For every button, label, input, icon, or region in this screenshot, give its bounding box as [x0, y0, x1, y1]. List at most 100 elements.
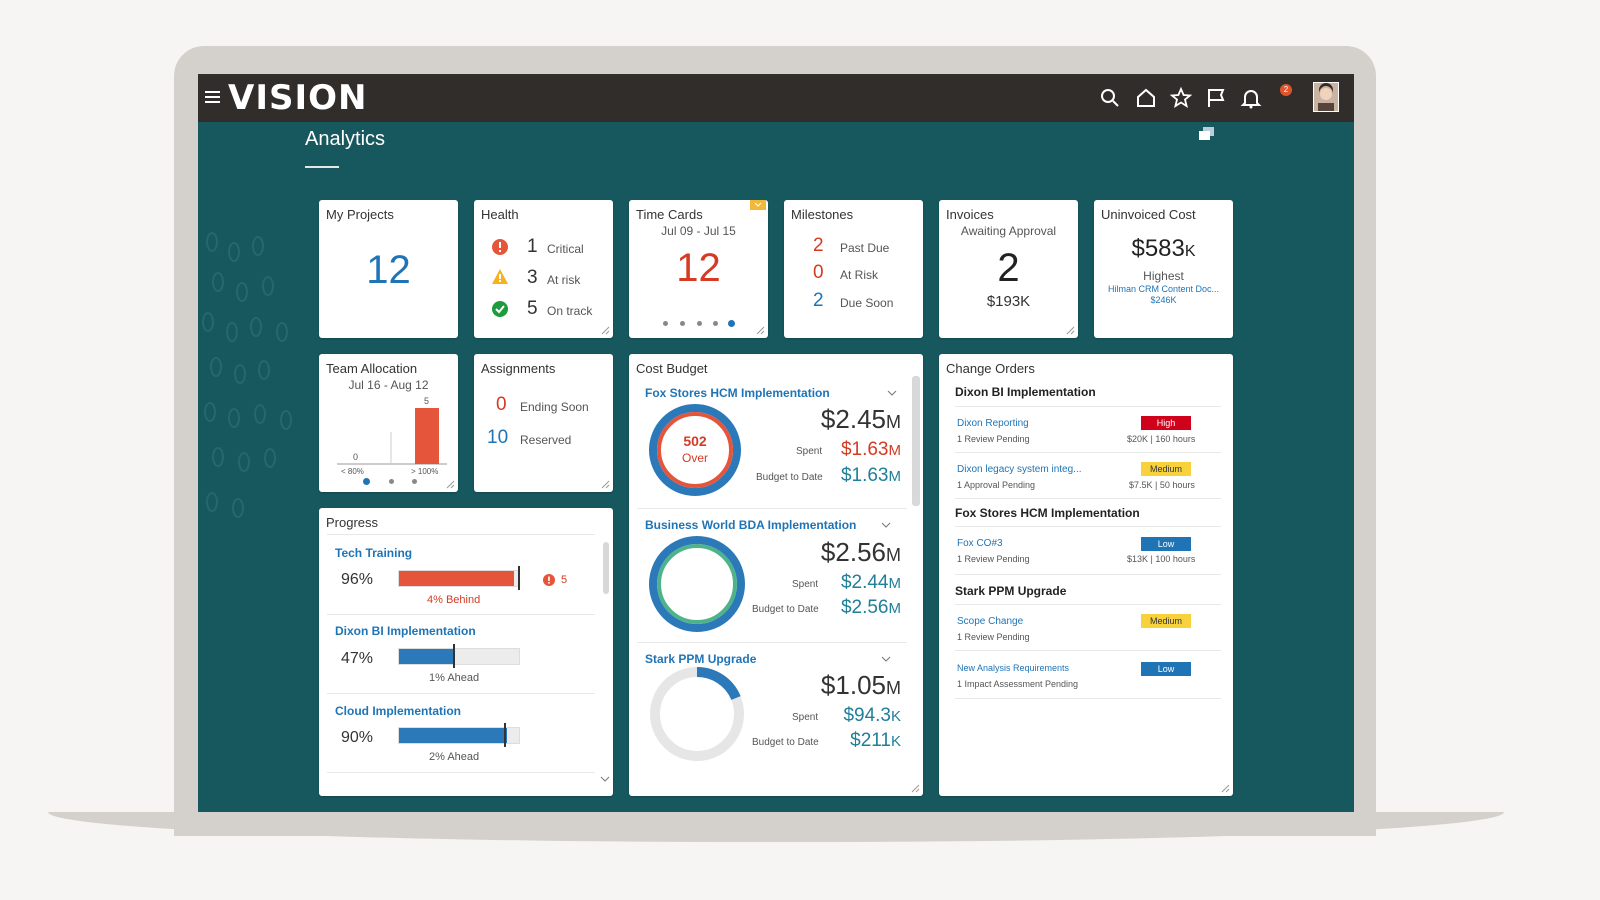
chevron-down-icon[interactable]	[881, 522, 891, 528]
uninvoiced-project-link[interactable]: Hilman CRM Content Doc...	[1107, 284, 1220, 294]
health-card[interactable]: Health 1 Critical 3 At risk 5 On track	[474, 200, 613, 338]
cost-spent: $94.3K	[843, 705, 901, 727]
cost-total-value: $2.45	[820, 404, 886, 434]
user-photo-icon	[1314, 83, 1338, 111]
cost-btd-value: $1.63	[840, 465, 889, 486]
progress-project-name[interactable]: Tech Training	[335, 546, 413, 560]
health-atrisk-count: 3	[527, 267, 538, 288]
cost-btd-value: $211	[850, 730, 891, 751]
health-ontrack-count: 5	[527, 298, 538, 319]
budget-donut-chart	[649, 404, 741, 496]
carousel-dot[interactable]	[389, 479, 394, 484]
divider	[955, 498, 1221, 499]
flag-icon[interactable]	[1204, 86, 1228, 110]
priority-badge: Medium	[1141, 462, 1191, 476]
cost-project-name[interactable]: Business World BDA Implementation	[645, 518, 857, 532]
invoices-count: 2	[997, 246, 1020, 290]
progress-percent: 47%	[341, 650, 374, 667]
carousel-dot[interactable]	[412, 479, 417, 484]
scrollbar[interactable]	[603, 542, 609, 594]
resize-icon[interactable]	[1065, 325, 1075, 335]
resize-icon[interactable]	[600, 325, 610, 335]
budget-donut-chart	[649, 536, 745, 632]
progress-bar	[398, 570, 520, 587]
cost-spent-value: $94.3	[843, 705, 891, 726]
card-title: Uninvoiced Cost	[1101, 207, 1196, 222]
priority-badge: Low	[1141, 537, 1191, 551]
invoices-amount: $193K	[986, 293, 1031, 310]
resize-icon[interactable]	[445, 479, 455, 489]
uninvoiced-project-amount: $246K	[1150, 295, 1177, 305]
star-icon[interactable]	[1169, 86, 1193, 110]
change-order-link[interactable]: Scope Change	[957, 616, 1024, 627]
cost-spent: $2.44M	[841, 572, 901, 594]
carousel-dot[interactable]	[697, 321, 702, 326]
progress-project-name[interactable]: Cloud Implementation	[335, 704, 461, 718]
carousel-dot[interactable]	[663, 321, 668, 326]
home-icon[interactable]	[1134, 86, 1158, 110]
divider	[327, 693, 595, 694]
search-icon[interactable]	[1098, 86, 1122, 110]
progress-bar-fill	[399, 649, 456, 664]
cost-spent-unit: M	[888, 575, 902, 592]
resize-icon[interactable]	[755, 325, 765, 335]
change-order-project: Dixon BI Implementation	[955, 385, 1096, 399]
carousel-dot-active[interactable]	[728, 320, 735, 327]
chevron-down-icon[interactable]	[881, 656, 891, 662]
progress-project-name[interactable]: Dixon BI Implementation	[335, 624, 476, 638]
assignments-card[interactable]: Assignments 0 Ending Soon 10 Reserved	[474, 354, 613, 492]
resize-icon[interactable]	[1220, 783, 1230, 793]
progress-card[interactable]: Progress Tech Training 96% 5 4% Behind D…	[319, 508, 613, 796]
carousel-dot[interactable]	[680, 321, 685, 326]
issue-count: 5	[561, 574, 568, 586]
change-order-link[interactable]: Fox CO#3	[957, 538, 1003, 549]
my-projects-count: 12	[366, 248, 411, 292]
carousel-dot-active[interactable]	[363, 478, 370, 485]
divider	[955, 698, 1221, 699]
card-title: Change Orders	[946, 361, 1035, 376]
uninvoiced-cost-card[interactable]: Uninvoiced Cost $583K Highest Hilman CRM…	[1094, 200, 1233, 338]
layout-toggle-icon[interactable]	[1198, 126, 1216, 142]
card-title: Cost Budget	[636, 361, 708, 376]
change-order-project: Stark PPM Upgrade	[955, 584, 1067, 598]
assignments-reserved-count: 10	[487, 427, 509, 448]
milestones-card[interactable]: Milestones 2 Past Due 0 At Risk 2 Due So…	[784, 200, 923, 338]
cost-total-unit: M	[886, 412, 901, 432]
my-projects-card[interactable]: My Projects 12	[319, 200, 458, 338]
avatar[interactable]	[1313, 82, 1339, 112]
bell-icon[interactable]	[1239, 86, 1263, 110]
change-order-link[interactable]: New Analysis Requirements	[957, 663, 1070, 673]
change-orders-card[interactable]: Change Orders Dixon BI Implementation Di…	[939, 354, 1233, 796]
team-allocation-range: Jul 16 - Aug 12	[348, 378, 429, 392]
spent-label: Spent	[796, 446, 823, 457]
divider	[955, 452, 1221, 453]
top-navigation-bar: VISION 2	[198, 74, 1354, 122]
time-cards-card[interactable]: Time Cards Jul 09 - Jul 15 12	[629, 200, 768, 338]
cost-project-name[interactable]: Fox Stores HCM Implementation	[645, 386, 830, 400]
cost-budget-to-date: $2.56M	[841, 597, 901, 619]
cost-total-unit: M	[886, 545, 901, 565]
card-title: Progress	[326, 515, 379, 530]
scrollbar[interactable]	[912, 376, 920, 506]
divider	[637, 642, 907, 643]
cost-total-value: $1.05	[820, 670, 886, 700]
cost-spent-unit: M	[888, 442, 902, 459]
invoices-card[interactable]: Invoices Awaiting Approval 2 $193K	[939, 200, 1078, 338]
carousel-dot[interactable]	[713, 321, 718, 326]
progress-target-marker	[453, 644, 455, 668]
resize-icon[interactable]	[600, 479, 610, 489]
resize-icon[interactable]	[910, 783, 920, 793]
spent-label: Spent	[792, 712, 819, 723]
over-value: 502	[683, 433, 707, 449]
milestones-pastdue-count: 2	[813, 235, 824, 256]
change-order-link[interactable]: Dixon Reporting	[957, 418, 1029, 429]
menu-icon[interactable]	[204, 88, 222, 106]
scroll-down-icon[interactable]	[600, 776, 610, 782]
change-order-link[interactable]: Dixon legacy system integ...	[957, 464, 1082, 475]
chevron-down-icon[interactable]	[887, 390, 897, 396]
app-logo[interactable]: VISION	[228, 78, 368, 118]
cost-budget-card[interactable]: Cost Budget Fox Stores HCM Implementatio…	[629, 354, 923, 796]
divider	[955, 406, 1221, 407]
team-allocation-card[interactable]: Team Allocation Jul 16 - Aug 12 0 5 < 80…	[319, 354, 458, 492]
cost-project-name[interactable]: Stark PPM Upgrade	[645, 652, 757, 666]
